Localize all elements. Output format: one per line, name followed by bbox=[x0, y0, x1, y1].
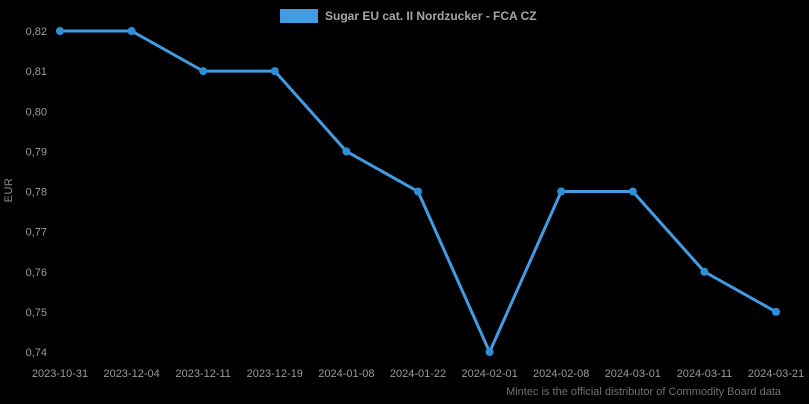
data-point-marker[interactable] bbox=[628, 187, 637, 196]
x-tick-label: 2024-01-22 bbox=[390, 368, 446, 380]
data-point-marker[interactable] bbox=[414, 187, 422, 196]
x-tick-label: 2023-10-31 bbox=[32, 368, 88, 380]
x-tick-label: 2023-12-11 bbox=[175, 368, 230, 380]
y-axis-ticks: 0,74 0,75 0,76 0,77 0,78 0,79 0,80 0,81 0,82 bbox=[26, 26, 47, 359]
legend-label: Sugar EU cat. II Nordzucker - FCA CZ bbox=[325, 9, 537, 23]
y-axis-title: EUR bbox=[3, 178, 15, 203]
y-tick-label: 0,82 bbox=[26, 26, 47, 38]
x-tick-label: 2024-02-08 bbox=[533, 368, 589, 380]
legend-swatch bbox=[280, 9, 318, 23]
data-point-marker[interactable] bbox=[270, 67, 279, 76]
data-point-marker[interactable] bbox=[700, 267, 709, 276]
data-point-marker[interactable] bbox=[485, 348, 494, 356]
y-tick-label: 0,80 bbox=[26, 106, 47, 118]
data-point-marker[interactable] bbox=[342, 147, 351, 156]
data-point-marker[interactable] bbox=[772, 307, 780, 316]
y-tick-label: 0,76 bbox=[26, 267, 47, 279]
y-tick-label: 0,78 bbox=[26, 187, 47, 199]
y-tick-label: 0,81 bbox=[26, 66, 47, 78]
x-axis-ticks: 2023-10-31 2023-12-04 2023-12-11 2023-12-19… bbox=[32, 368, 804, 380]
legend-item[interactable]: Sugar EU cat. II Nordzucker - FCA CZ bbox=[280, 9, 537, 23]
y-tick-label: 0,79 bbox=[26, 146, 47, 158]
x-tick-label: 2024-03-01 bbox=[605, 368, 661, 380]
data-point-marker[interactable] bbox=[56, 27, 64, 35]
legend: Sugar EU cat. II Nordzucker - FCA CZ bbox=[280, 9, 537, 23]
x-tick-label: 2024-03-21 bbox=[748, 368, 804, 380]
x-tick-label: 2024-02-01 bbox=[461, 368, 517, 380]
x-tick-label: 2023-12-19 bbox=[247, 368, 303, 380]
y-tick-label: 0,75 bbox=[26, 307, 47, 319]
footer-attribution: Mintec is the official distributor of Co… bbox=[506, 386, 781, 398]
data-point-marker[interactable] bbox=[127, 27, 136, 35]
x-tick-label: 2024-03-11 bbox=[677, 368, 732, 380]
x-tick-label: 2023-12-04 bbox=[103, 368, 159, 380]
y-tick-label: 0,77 bbox=[26, 227, 47, 239]
series-group bbox=[56, 27, 780, 356]
data-point-marker[interactable] bbox=[199, 67, 208, 76]
x-tick-label: 2024-01-08 bbox=[318, 368, 374, 380]
y-tick-label: 0,74 bbox=[26, 347, 47, 359]
data-point-marker[interactable] bbox=[557, 187, 566, 196]
